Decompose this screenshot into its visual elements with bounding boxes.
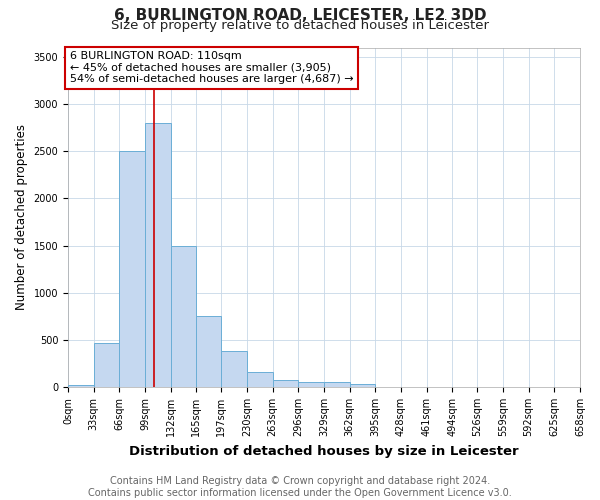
- Bar: [68, 384, 94, 387]
- Text: 6, BURLINGTON ROAD, LEICESTER, LE2 3DD: 6, BURLINGTON ROAD, LEICESTER, LE2 3DD: [114, 8, 486, 22]
- Bar: [247, 372, 272, 387]
- Bar: [171, 246, 196, 387]
- Text: 6 BURLINGTON ROAD: 110sqm
← 45% of detached houses are smaller (3,905)
54% of se: 6 BURLINGTON ROAD: 110sqm ← 45% of detac…: [70, 52, 353, 84]
- Y-axis label: Number of detached properties: Number of detached properties: [15, 124, 28, 310]
- Bar: [196, 316, 221, 387]
- Bar: [272, 380, 298, 387]
- Bar: [119, 152, 145, 387]
- Text: Contains HM Land Registry data © Crown copyright and database right 2024.
Contai: Contains HM Land Registry data © Crown c…: [88, 476, 512, 498]
- Bar: [94, 342, 119, 387]
- Text: Size of property relative to detached houses in Leicester: Size of property relative to detached ho…: [111, 18, 489, 32]
- X-axis label: Distribution of detached houses by size in Leicester: Distribution of detached houses by size …: [129, 444, 519, 458]
- Bar: [350, 384, 376, 387]
- Bar: [324, 382, 350, 387]
- Bar: [298, 382, 324, 387]
- Bar: [145, 123, 171, 387]
- Bar: [221, 351, 247, 387]
